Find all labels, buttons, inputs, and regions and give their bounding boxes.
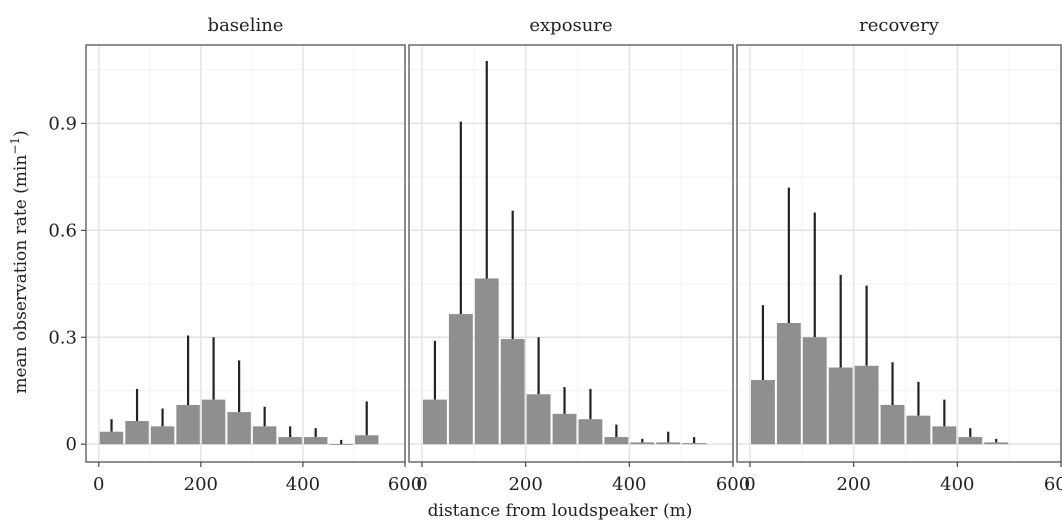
- bar: [474, 278, 499, 445]
- bar: [354, 435, 379, 445]
- bar: [682, 443, 707, 445]
- panel-border: [408, 44, 734, 463]
- bar: [880, 404, 905, 445]
- bar: [604, 437, 629, 445]
- facet-title-exposure: exposure: [529, 15, 612, 36]
- bar: [552, 413, 577, 445]
- bar: [776, 323, 801, 445]
- bar: [630, 442, 655, 445]
- y-tick-label: 0.3: [48, 327, 77, 348]
- y-axis-title: mean observation rate (min−1): [6, 0, 34, 522]
- bar: [252, 426, 277, 445]
- x-tick-label: 200: [836, 474, 870, 495]
- y-tick-label: 0: [66, 434, 77, 455]
- panel-0: baseline 0 200 400 600 0 0.3 0.6 0.9: [48, 15, 422, 495]
- panel-border: [85, 44, 406, 463]
- x-tick-label: 0: [93, 474, 104, 495]
- panel-background: [86, 45, 405, 462]
- x-tick-label: 0: [416, 474, 427, 495]
- bar: [656, 442, 681, 445]
- x-tick-label: 400: [612, 474, 646, 495]
- bar: [303, 437, 328, 445]
- bar: [984, 442, 1009, 445]
- bar: [150, 426, 175, 445]
- x-tick-label: 200: [184, 474, 218, 495]
- bar: [448, 314, 473, 445]
- x-tick-label: 200: [508, 474, 542, 495]
- bar: [125, 421, 149, 445]
- facet-title-recovery: recovery: [859, 15, 940, 36]
- panel-border: [736, 44, 1062, 463]
- y-axis-title-svg: mean observation rate (min−1): [8, 130, 31, 393]
- y-tick-label: 0.6: [48, 220, 77, 241]
- bar: [278, 437, 302, 445]
- y-axis-title-text: mean observation rate (min−1): [8, 130, 31, 393]
- x-tick-label: 600: [388, 474, 422, 495]
- bar: [578, 419, 603, 445]
- bar: [958, 437, 983, 445]
- y-axis-title-superscript: −1: [8, 137, 22, 155]
- bar: [422, 399, 447, 445]
- bar: [500, 339, 525, 445]
- bar: [828, 367, 853, 445]
- panel-2: recovery 0 200 400 600: [736, 15, 1062, 495]
- x-tick-label: 400: [286, 474, 320, 495]
- facet-title-baseline: baseline: [208, 15, 284, 36]
- bar: [526, 394, 551, 445]
- bar: [802, 337, 827, 445]
- bar: [906, 415, 931, 445]
- x-tick-label: 600: [716, 474, 750, 495]
- x-tick-label: 400: [940, 474, 974, 495]
- panel-1: exposure 0 200 400 600: [408, 15, 750, 495]
- bar: [750, 380, 775, 445]
- bar: [99, 431, 124, 445]
- y-tick-label: 0.9: [48, 113, 77, 134]
- y-axis-title-close: ): [11, 130, 31, 137]
- x-tick-label: 600: [1044, 474, 1062, 495]
- bar: [227, 412, 251, 445]
- x-axis-title: distance from loudspeaker (m): [428, 501, 693, 521]
- bar: [329, 444, 353, 445]
- bar: [176, 404, 200, 445]
- bar: [932, 426, 957, 445]
- x-tick-label: 0: [744, 474, 755, 495]
- bar: [201, 399, 226, 445]
- bar: [854, 365, 879, 445]
- y-axis-title-main: mean observation rate (min: [11, 155, 31, 394]
